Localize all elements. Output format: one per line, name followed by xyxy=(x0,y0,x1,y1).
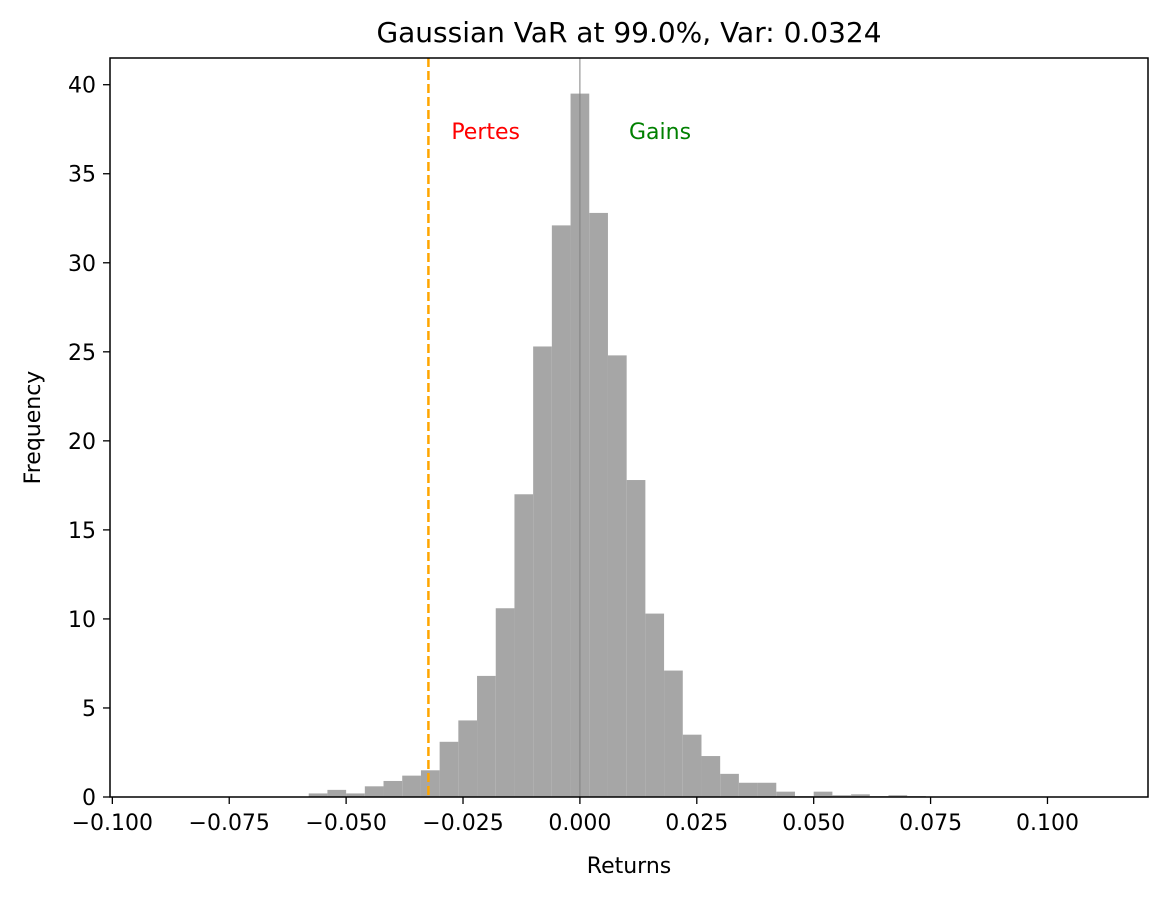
histogram-bar xyxy=(589,212,608,797)
x-tick-label: −0.075 xyxy=(189,811,270,836)
x-axis-label: Returns xyxy=(587,854,671,879)
histogram-bar xyxy=(327,789,347,797)
histogram-bar xyxy=(682,734,702,797)
y-tick-label: 5 xyxy=(82,697,96,722)
histogram-bar xyxy=(832,795,852,797)
chart-title: Gaussian VaR at 99.0%, Var: 0.0324 xyxy=(376,16,881,49)
x-tick-label: 0.050 xyxy=(782,811,845,836)
histogram-bar xyxy=(402,775,421,797)
histogram-bar xyxy=(888,795,908,797)
plot-frame xyxy=(109,57,1149,798)
y-tick-label: 30 xyxy=(68,252,96,277)
histogram-bar xyxy=(551,225,571,798)
histogram-bar xyxy=(720,773,739,797)
histogram-bar xyxy=(813,791,833,797)
annotations-layer: Pertes Gains xyxy=(451,120,691,145)
histogram-bar xyxy=(664,670,683,797)
y-tick-label: 0 xyxy=(82,786,96,811)
histogram-bar xyxy=(308,793,328,797)
x-tick-label: −0.025 xyxy=(422,811,503,836)
histogram-bar xyxy=(738,782,758,797)
histogram-bar xyxy=(420,770,440,797)
histogram-bar xyxy=(851,794,870,797)
reference-lines-layer xyxy=(427,58,581,797)
x-tick-label: 0.100 xyxy=(1016,811,1079,836)
histogram-bar xyxy=(364,786,384,797)
annotation-label: Pertes xyxy=(451,120,520,145)
histogram-bar xyxy=(626,480,646,797)
histogram-bar xyxy=(383,780,403,797)
y-tick-label: 35 xyxy=(68,163,96,188)
y-ticks-layer: 0 5 10 15 20 25 30 35 40 xyxy=(68,74,110,811)
y-tick-label: 40 xyxy=(68,74,96,99)
y-tick-label: 20 xyxy=(68,430,96,455)
x-tick-label: 0.075 xyxy=(899,811,962,836)
histogram-bar xyxy=(701,756,721,797)
histogram-bar xyxy=(607,355,627,797)
histogram-bar xyxy=(776,791,795,797)
histogram-bar xyxy=(458,720,478,797)
histogram-bar xyxy=(477,675,496,797)
histogram-bar xyxy=(757,782,777,797)
y-tick-label: 10 xyxy=(68,608,96,633)
x-ticks-layer: −0.100 −0.075 −0.050 −0.025 0.000 0.025 0.050 0… xyxy=(72,797,1079,836)
histogram-bar xyxy=(346,793,365,797)
x-tick-label: 0.025 xyxy=(665,811,728,836)
y-axis-label: Frequency xyxy=(21,371,46,485)
histogram-bar xyxy=(514,494,534,797)
histogram-bar xyxy=(495,608,515,797)
annotation-label: Gains xyxy=(629,120,691,145)
x-tick-label: −0.100 xyxy=(72,811,153,836)
histogram-bar xyxy=(439,741,459,797)
x-tick-label: −0.050 xyxy=(305,811,386,836)
x-tick-label: 0.000 xyxy=(548,811,611,836)
y-tick-label: 25 xyxy=(68,341,96,366)
histogram-bar xyxy=(533,346,552,797)
bars-layer xyxy=(308,93,926,798)
histogram-bar xyxy=(645,613,665,797)
y-tick-label: 15 xyxy=(68,519,96,544)
